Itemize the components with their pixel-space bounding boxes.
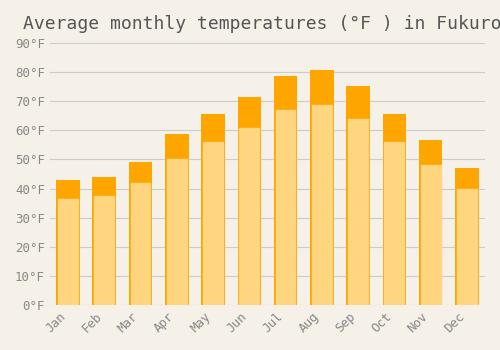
Bar	[419, 140, 442, 305]
Bar	[56, 180, 80, 305]
Bar	[167, 160, 186, 305]
Bar	[312, 105, 332, 305]
Bar	[202, 114, 225, 305]
Bar	[274, 76, 297, 305]
Bar	[274, 76, 297, 305]
Bar	[240, 128, 259, 305]
Bar	[165, 134, 188, 305]
Bar	[238, 97, 261, 305]
Bar	[94, 196, 114, 305]
Bar	[92, 177, 116, 305]
Bar	[346, 86, 370, 305]
Bar	[92, 177, 116, 305]
Title: Average monthly temperatures (°F ) in Fukuroi: Average monthly temperatures (°F ) in Fu…	[22, 15, 500, 33]
Bar	[203, 142, 223, 305]
Bar	[382, 114, 406, 305]
Bar	[310, 70, 334, 305]
Bar	[382, 114, 406, 305]
Bar	[310, 70, 334, 305]
Bar	[348, 119, 368, 305]
Bar	[455, 168, 478, 305]
Bar	[58, 199, 78, 305]
Bar	[420, 164, 440, 305]
Bar	[128, 162, 152, 305]
Bar	[419, 140, 442, 305]
Bar	[346, 86, 370, 305]
Bar	[457, 189, 477, 305]
Bar	[130, 183, 150, 305]
Bar	[202, 114, 225, 305]
Bar	[238, 97, 261, 305]
Bar	[165, 134, 188, 305]
Bar	[455, 168, 478, 305]
Bar	[128, 162, 152, 305]
Bar	[384, 142, 404, 305]
Bar	[276, 110, 295, 305]
Bar	[56, 180, 80, 305]
